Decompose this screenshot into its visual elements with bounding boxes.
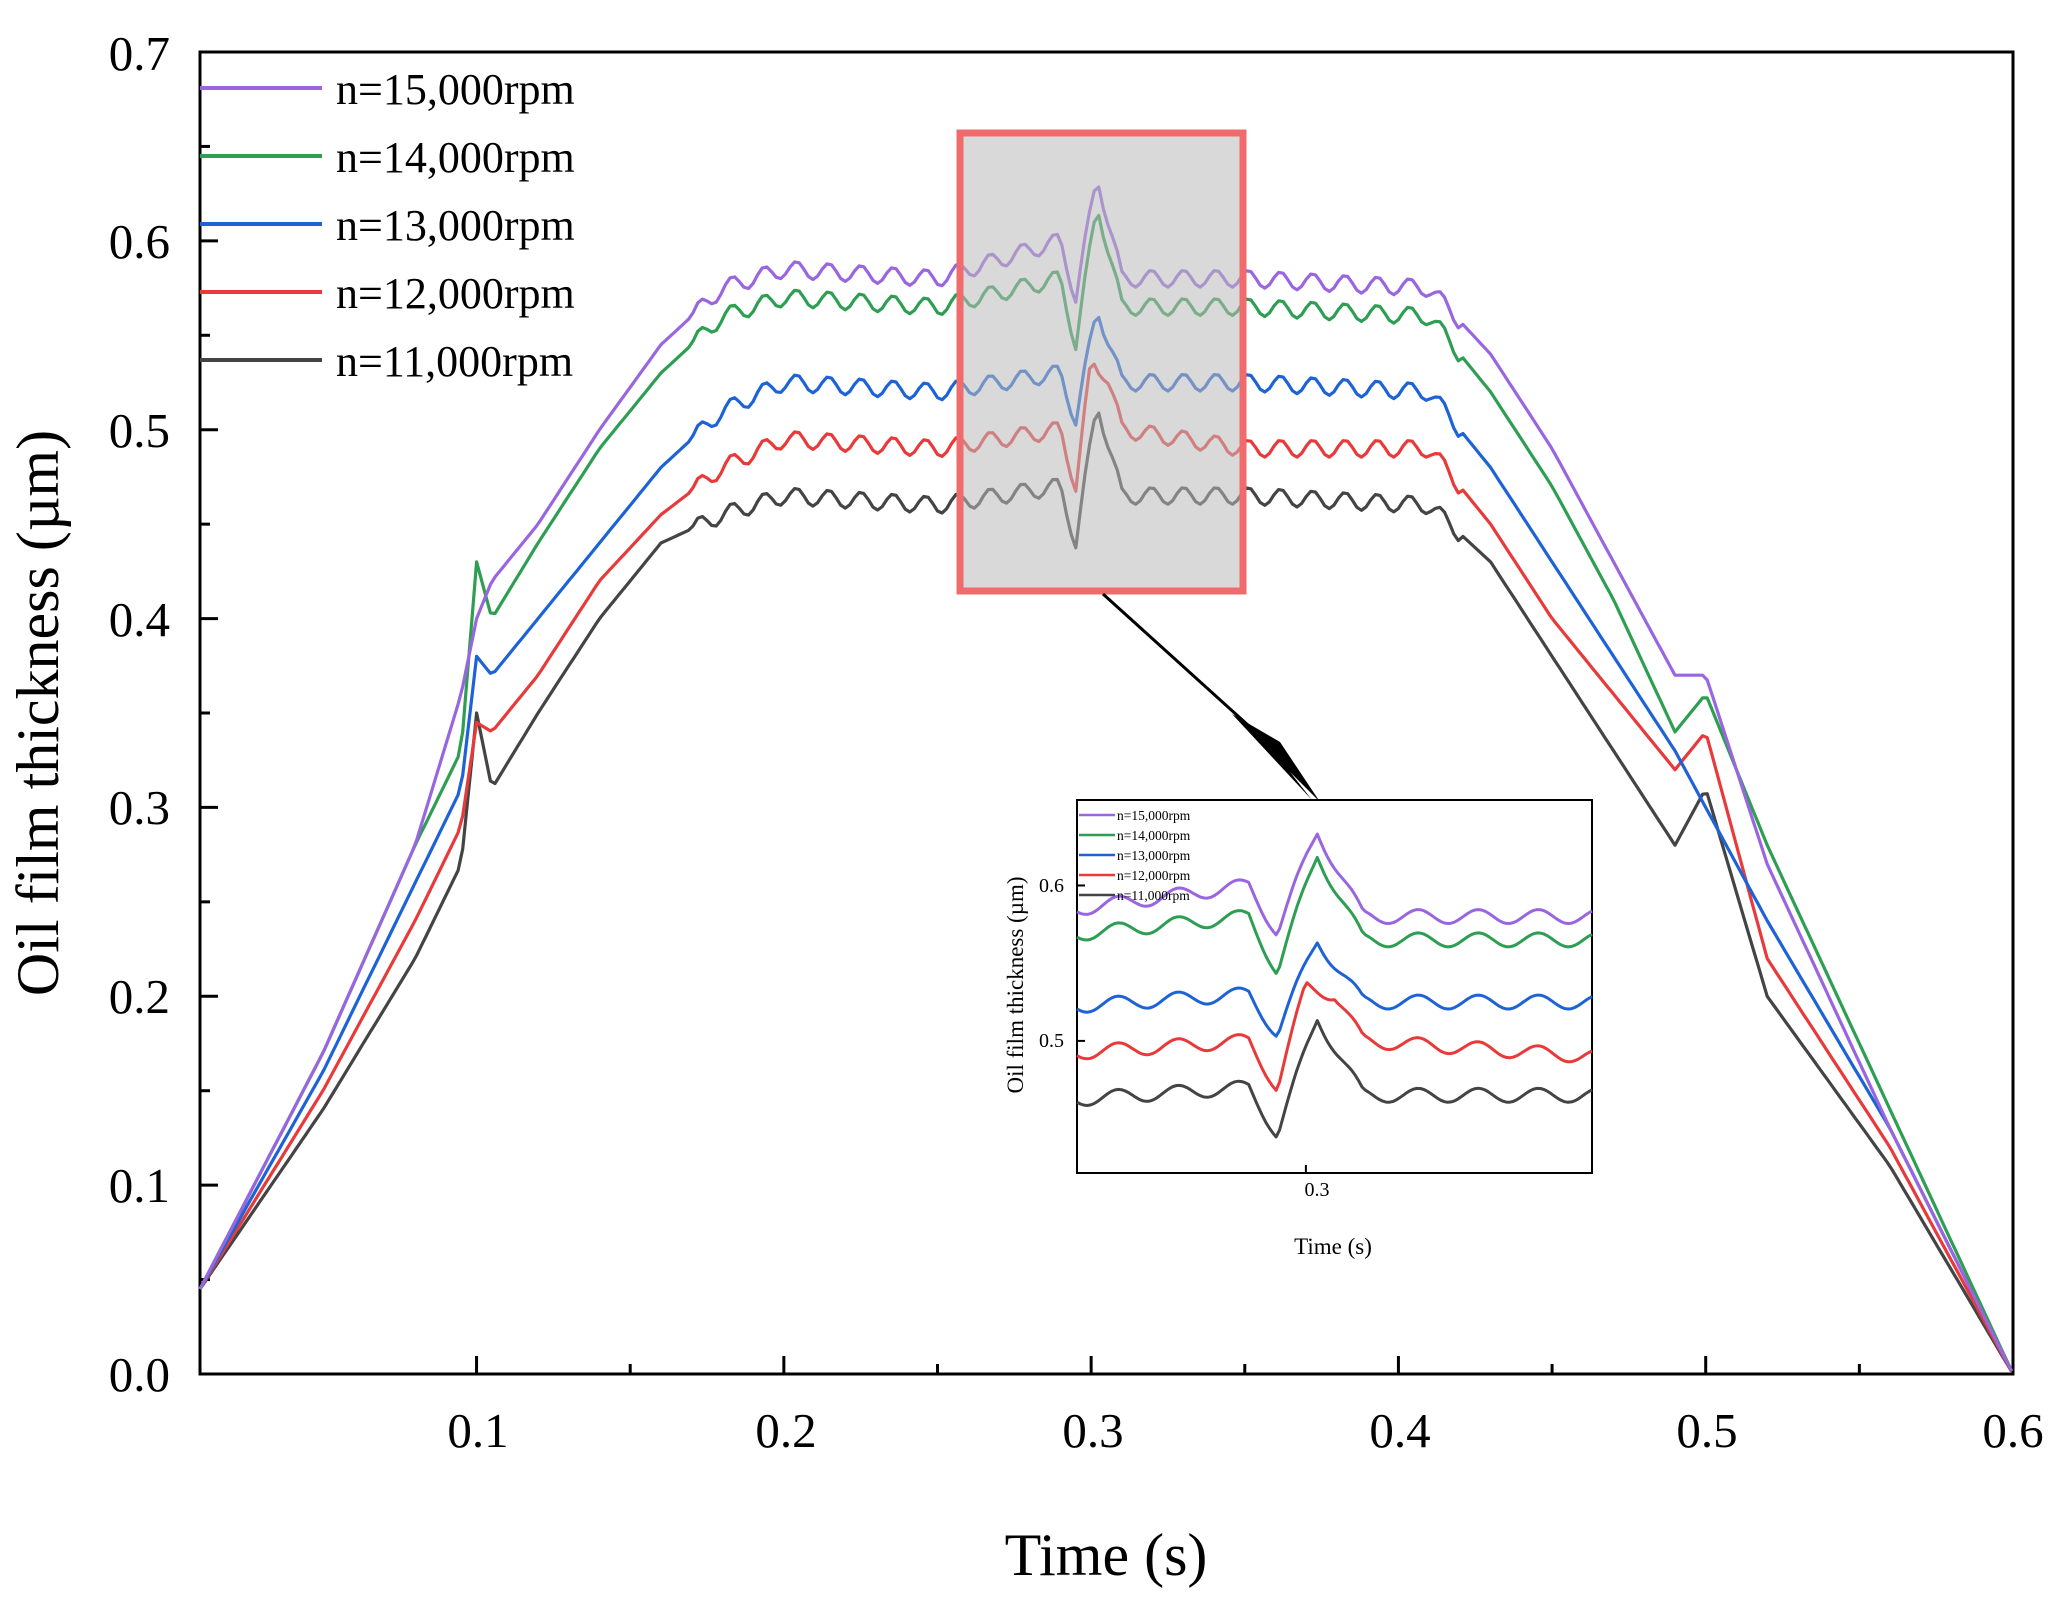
inset-series-line (1076, 1019, 1593, 1139)
zoom-arrow-head (1232, 714, 1320, 802)
y-tick-label: 0.7 (109, 26, 170, 81)
legend-label: n=15,000rpm (336, 65, 575, 114)
y-tick-label: 0.3 (109, 780, 170, 835)
zoom-arrow-head (1232, 714, 1312, 800)
y-axis-title: Oil film thickness (µm) (5, 430, 71, 996)
inset-series-line (1076, 981, 1593, 1092)
inset-series-line (1076, 855, 1593, 975)
inset-series-line (1076, 941, 1593, 1038)
x-tick-label: 0.3 (1062, 1403, 1123, 1458)
zoom-highlight-box (956, 129, 1247, 595)
inset-y-tick-label: 0.6 (1039, 875, 1064, 897)
inset-y-axis-title: Oil film thickness (µm) (1003, 876, 1028, 1093)
x-tick-labels: 0.1 0.2 0.3 0.4 0.5 0.6 (447, 1403, 2043, 1458)
legend-label: n=13,000rpm (336, 201, 575, 250)
y-tick-label: 0.0 (109, 1347, 170, 1402)
legend-label: n=14,000rpm (336, 133, 575, 182)
y-tick-label: 0.1 (109, 1158, 170, 1213)
inset-legend: n=15,000rpm n=14,000rpm n=13,000rpm n=12… (1079, 808, 1191, 903)
inset-legend-label: n=15,000rpm (1117, 808, 1191, 823)
inset-series-line (1076, 832, 1593, 937)
main-ticks (200, 144, 2015, 1374)
x-tick-label: 0.6 (1982, 1403, 2043, 1458)
inset-legend-label: n=14,000rpm (1117, 828, 1191, 843)
legend: n=15,000rpm n=14,000rpm n=13,000rpm n=12… (200, 65, 575, 386)
inset-ticks (1077, 884, 1307, 1173)
legend-label: n=12,000rpm (336, 269, 575, 318)
x-tick-label: 0.4 (1369, 1403, 1430, 1458)
x-tick-label: 0.1 (447, 1403, 508, 1458)
inset-series-lines (1076, 832, 1593, 1139)
inset-legend-label: n=13,000rpm (1117, 848, 1191, 863)
zoom-arrow-shaft (1101, 592, 1272, 747)
inset-y-tick-label: 0.5 (1039, 1030, 1064, 1052)
inset-legend-label: n=12,000rpm (1117, 868, 1191, 883)
inset-x-tick-label: 0.3 (1305, 1179, 1330, 1201)
y-tick-label: 0.6 (109, 214, 170, 269)
y-tick-label: 0.2 (109, 969, 170, 1024)
inset-plot-frame (1076, 799, 1593, 1174)
x-tick-label: 0.2 (755, 1403, 816, 1458)
y-tick-label: 0.4 (109, 592, 170, 647)
y-tick-labels: 0.0 0.1 0.2 0.3 0.4 0.5 0.6 0.7 (109, 26, 170, 1402)
x-axis-title: Time (s) (1005, 1522, 1208, 1588)
inset-x-axis-title: Time (s) (1294, 1234, 1372, 1259)
inset-legend-label: n=11,000rpm (1117, 888, 1190, 903)
x-tick-label: 0.5 (1676, 1403, 1737, 1458)
y-tick-label: 0.5 (109, 403, 170, 458)
legend-label: n=11,000rpm (336, 337, 573, 386)
